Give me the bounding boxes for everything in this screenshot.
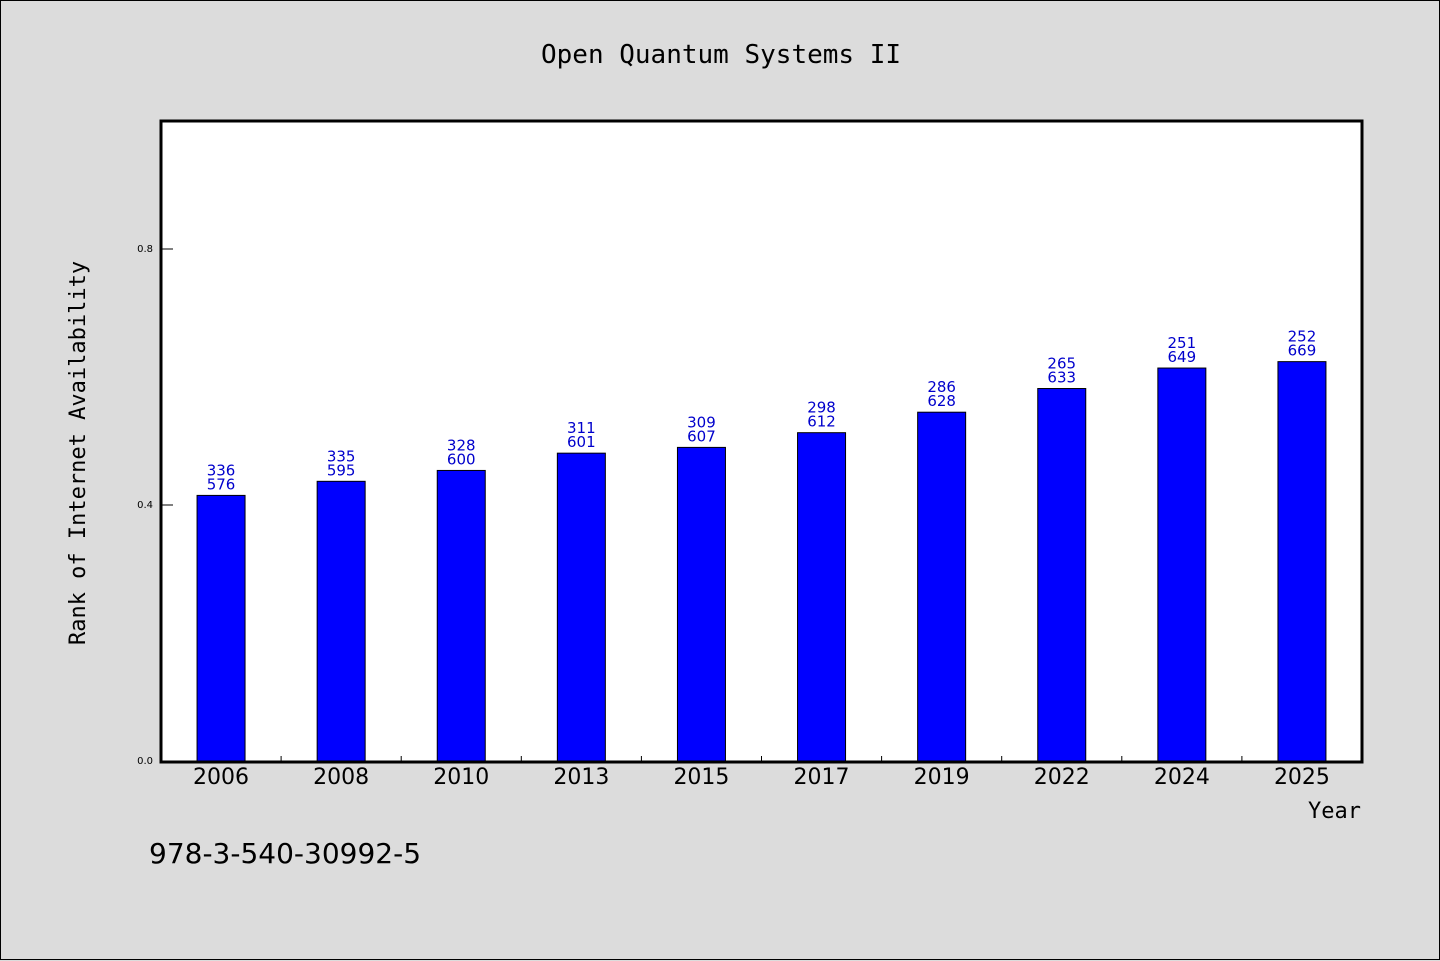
y-tick-label: 0.4 (137, 500, 153, 511)
bar-data-label-top: 298 (807, 399, 836, 417)
x-axis-ticks (280, 756, 1243, 762)
x-category-label: 2008 (313, 765, 369, 790)
x-category-label: 2010 (433, 765, 489, 790)
bar (917, 411, 967, 762)
bar (316, 480, 366, 762)
bar-data-label-bottom: 600 (447, 450, 476, 468)
bar-labels: 3365763355953286003116013096072986122866… (207, 328, 1317, 494)
x-category-label: 2006 (193, 765, 249, 790)
chart-title: Open Quantum Systems II (541, 40, 901, 70)
bar-data-label-top: 335 (327, 447, 356, 465)
bar-data-label-top: 309 (687, 413, 716, 431)
bar-data-label-bottom: 649 (1168, 348, 1197, 366)
bar (1037, 388, 1087, 762)
bar (436, 469, 486, 762)
bar (676, 446, 726, 762)
x-category-label: 2024 (1154, 765, 1210, 790)
y-axis: 0.0 0.4 0.8 (137, 244, 173, 767)
bar-data-label-bottom: 628 (927, 392, 956, 410)
bar-data-label-bottom: 601 (567, 433, 596, 451)
bar (1277, 361, 1327, 762)
bar (196, 494, 246, 762)
y-tick-label: 0.8 (137, 244, 153, 255)
x-category-label: 2025 (1274, 765, 1330, 790)
bar-data-label-bottom: 612 (807, 413, 836, 431)
x-axis-category-labels: 2006 2008 2010 2013 2015 2017 2019 2022 2024 2025 (193, 765, 1330, 790)
bar-data-label-bottom: 669 (1288, 342, 1317, 360)
x-category-label: 2019 (914, 765, 970, 790)
x-category-label: 2017 (794, 765, 850, 790)
bar (556, 452, 606, 762)
bar-data-label-bottom: 595 (327, 461, 356, 479)
bar-data-label-top: 252 (1288, 328, 1317, 346)
bar-data-label-bottom: 633 (1047, 369, 1076, 387)
bar (1157, 367, 1207, 762)
bar-data-label-top: 265 (1047, 355, 1076, 373)
x-axis-title: Year (1308, 799, 1361, 824)
bar-data-label-top: 311 (567, 419, 596, 437)
y-axis-title: Rank of Internet Availability (66, 261, 91, 645)
bar-data-label-bottom: 607 (687, 427, 716, 445)
y-tick-label: 0.0 (137, 756, 153, 767)
x-category-label: 2022 (1034, 765, 1090, 790)
isbn-footer: 978-3-540-30992-5 (149, 837, 421, 870)
bar-data-label-bottom: 576 (207, 475, 236, 493)
x-category-label: 2013 (553, 765, 609, 790)
x-category-label: 2015 (673, 765, 729, 790)
bar-data-label-top: 328 (447, 436, 476, 454)
bars (196, 361, 1327, 762)
bar (797, 432, 847, 762)
bar-data-label-top: 251 (1168, 334, 1197, 352)
bar-data-label-top: 336 (207, 461, 236, 479)
bar-data-label-top: 286 (927, 378, 956, 396)
